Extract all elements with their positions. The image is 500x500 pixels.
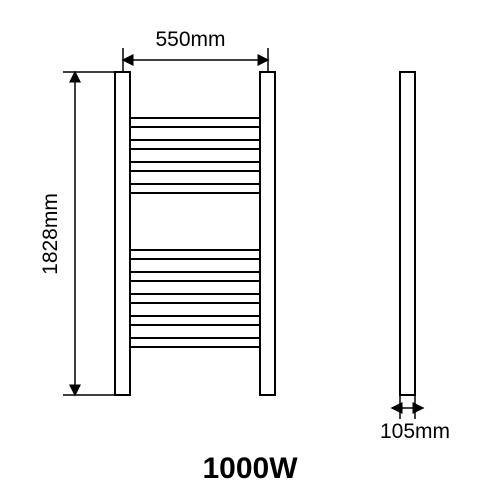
width-label: 550mm xyxy=(156,28,226,52)
dimension-diagram: 550mm 1828mm 105mm 1000W xyxy=(0,0,500,500)
height-label: 1828mm xyxy=(39,193,63,275)
depth-label: 105mm xyxy=(380,420,450,444)
power-label: 1000W xyxy=(0,452,500,486)
